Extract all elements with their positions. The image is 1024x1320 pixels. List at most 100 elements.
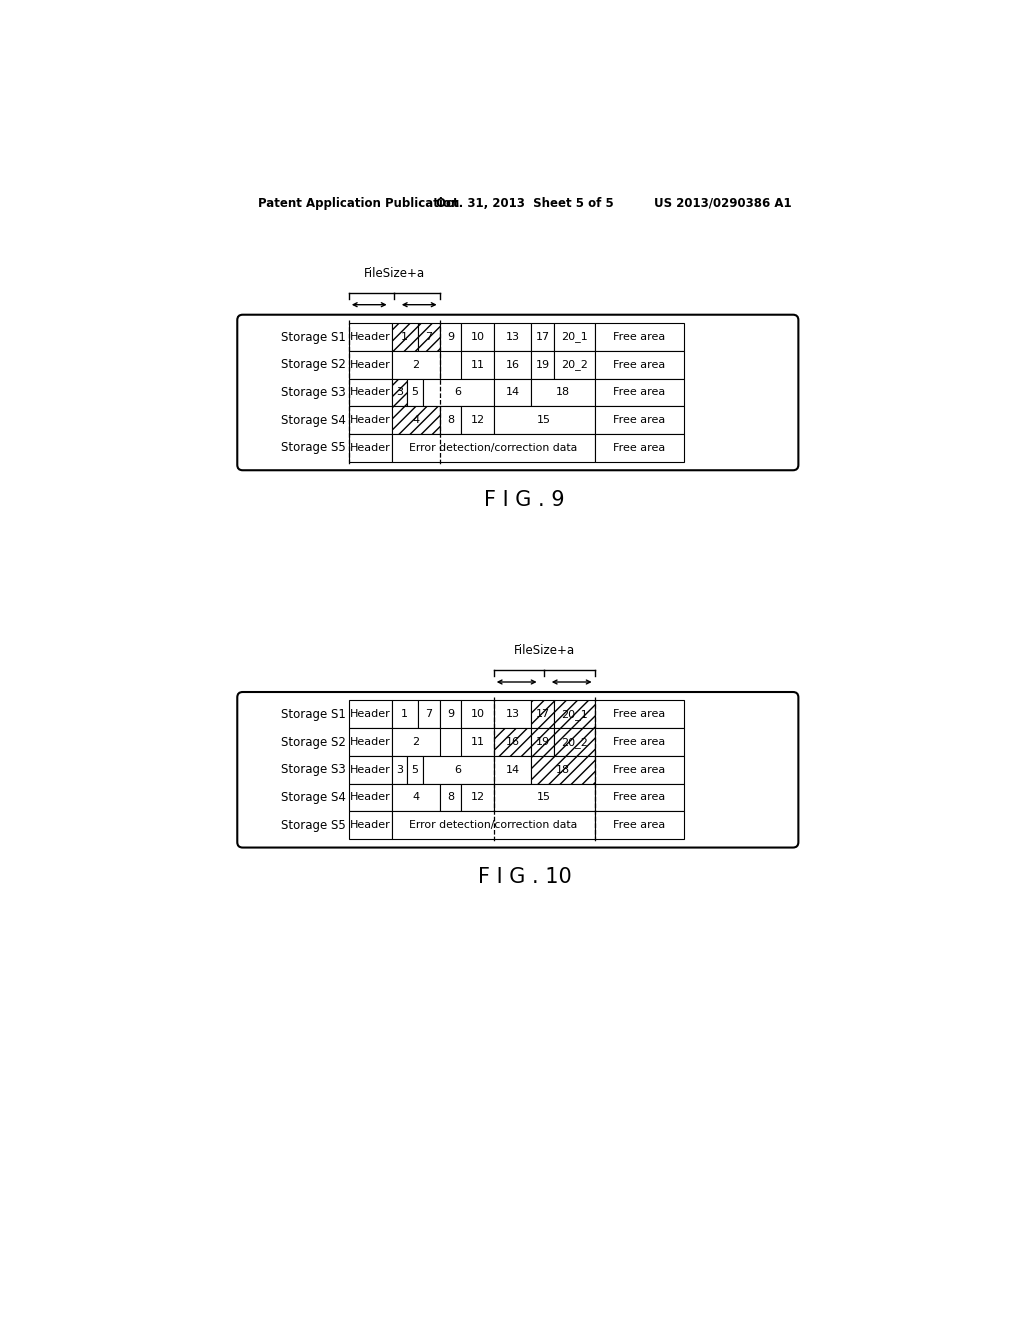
- Text: Storage S5: Storage S5: [281, 818, 346, 832]
- Bar: [595, 729, 684, 756]
- Bar: [461, 729, 494, 756]
- Bar: [349, 434, 391, 462]
- Text: 15: 15: [538, 416, 551, 425]
- Text: Free area: Free area: [613, 360, 666, 370]
- Text: Free area: Free area: [613, 792, 666, 803]
- Text: 9: 9: [446, 333, 454, 342]
- Text: 9: 9: [446, 709, 454, 719]
- Text: 7: 7: [425, 709, 432, 719]
- Text: Header: Header: [350, 388, 390, 397]
- Text: Free area: Free area: [613, 737, 666, 747]
- Text: F I G . 10: F I G . 10: [478, 867, 571, 887]
- Text: 7: 7: [425, 333, 432, 342]
- Text: 20_2: 20_2: [561, 737, 588, 747]
- Text: Storage S5: Storage S5: [281, 441, 346, 454]
- Bar: [461, 701, 494, 729]
- Text: 20_1: 20_1: [561, 709, 588, 719]
- Bar: [349, 784, 391, 812]
- Bar: [349, 756, 391, 784]
- Text: 5: 5: [412, 764, 418, 775]
- Text: Header: Header: [350, 444, 390, 453]
- Text: 12: 12: [470, 792, 484, 803]
- Bar: [461, 351, 494, 379]
- Text: Free area: Free area: [613, 333, 666, 342]
- Text: 3: 3: [395, 764, 402, 775]
- Text: FileSize+a: FileSize+a: [364, 267, 425, 280]
- Bar: [391, 729, 439, 756]
- Text: Storage S1: Storage S1: [281, 708, 346, 721]
- Text: Error detection/correction data: Error detection/correction data: [409, 444, 578, 453]
- Bar: [391, 379, 407, 407]
- Text: 4: 4: [412, 792, 419, 803]
- Text: 17: 17: [536, 333, 550, 342]
- Text: Storage S4: Storage S4: [281, 791, 346, 804]
- Text: Oct. 31, 2013  Sheet 5 of 5: Oct. 31, 2013 Sheet 5 of 5: [436, 197, 613, 210]
- Text: Storage S2: Storage S2: [281, 358, 346, 371]
- Bar: [349, 729, 391, 756]
- Text: Free area: Free area: [613, 820, 666, 830]
- Bar: [531, 701, 554, 729]
- Bar: [494, 351, 531, 379]
- Text: F I G . 9: F I G . 9: [484, 490, 565, 510]
- Bar: [531, 756, 595, 784]
- Bar: [554, 701, 595, 729]
- Bar: [595, 379, 684, 407]
- Text: Free area: Free area: [613, 416, 666, 425]
- Text: 16: 16: [506, 737, 519, 747]
- Bar: [595, 784, 684, 812]
- Text: Storage S4: Storage S4: [281, 413, 346, 426]
- Text: Header: Header: [350, 820, 390, 830]
- Text: Free area: Free area: [613, 709, 666, 719]
- Bar: [595, 812, 684, 840]
- Text: 8: 8: [446, 792, 454, 803]
- Bar: [439, 784, 461, 812]
- Bar: [554, 729, 595, 756]
- Text: 10: 10: [470, 333, 484, 342]
- FancyBboxPatch shape: [238, 314, 799, 470]
- Text: 18: 18: [556, 388, 569, 397]
- Bar: [391, 351, 439, 379]
- Bar: [391, 784, 439, 812]
- Text: 20_1: 20_1: [561, 331, 588, 342]
- FancyBboxPatch shape: [238, 692, 799, 847]
- Bar: [461, 784, 494, 812]
- Text: Error detection/correction data: Error detection/correction data: [409, 820, 578, 830]
- Bar: [391, 434, 595, 462]
- Text: Header: Header: [350, 360, 390, 370]
- Text: Header: Header: [350, 792, 390, 803]
- Text: 2: 2: [412, 737, 419, 747]
- Bar: [595, 434, 684, 462]
- Text: Free area: Free area: [613, 444, 666, 453]
- Bar: [554, 351, 595, 379]
- Text: 2: 2: [412, 360, 419, 370]
- Bar: [349, 701, 391, 729]
- Bar: [595, 756, 684, 784]
- Text: 19: 19: [536, 737, 550, 747]
- Text: Patent Application Publication: Patent Application Publication: [258, 197, 460, 210]
- Bar: [391, 701, 418, 729]
- Text: 11: 11: [470, 360, 484, 370]
- Text: 13: 13: [506, 709, 519, 719]
- Bar: [423, 756, 494, 784]
- Bar: [391, 407, 439, 434]
- Bar: [391, 812, 595, 840]
- Bar: [494, 784, 595, 812]
- Text: Storage S3: Storage S3: [281, 385, 346, 399]
- Text: US 2013/0290386 A1: US 2013/0290386 A1: [653, 197, 792, 210]
- Bar: [531, 323, 554, 351]
- Bar: [407, 379, 423, 407]
- Text: Header: Header: [350, 333, 390, 342]
- Text: Storage S1: Storage S1: [281, 330, 346, 343]
- Bar: [418, 323, 439, 351]
- Text: 17: 17: [536, 709, 550, 719]
- Bar: [494, 756, 531, 784]
- Bar: [595, 701, 684, 729]
- Bar: [595, 351, 684, 379]
- Text: 19: 19: [536, 360, 550, 370]
- Text: 4: 4: [412, 416, 419, 425]
- Bar: [423, 379, 494, 407]
- Text: 12: 12: [470, 416, 484, 425]
- Text: 13: 13: [506, 333, 519, 342]
- Bar: [461, 323, 494, 351]
- Text: Free area: Free area: [613, 764, 666, 775]
